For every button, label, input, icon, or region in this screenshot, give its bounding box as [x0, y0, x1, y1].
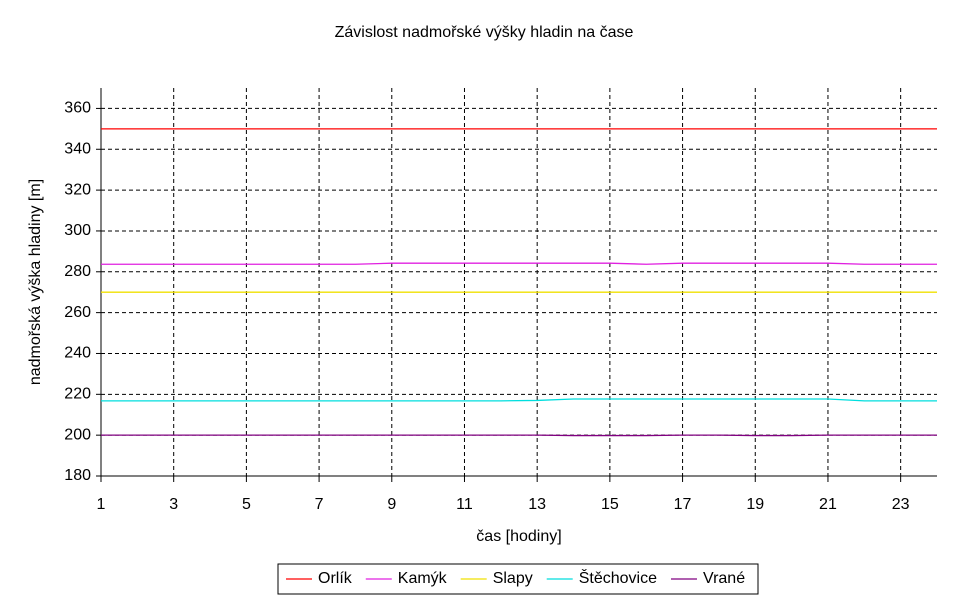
x-tick-label: 13 — [528, 496, 546, 513]
y-tick-label: 240 — [64, 345, 91, 362]
series-line — [101, 262, 937, 265]
y-axis-label: nadmořská výška hladiny [m] — [27, 179, 44, 385]
legend-label: Orlík — [318, 570, 353, 587]
legend-label: Kamýk — [398, 570, 448, 587]
legend-label: Slapy — [493, 570, 533, 587]
legend-label: Štěchovice — [579, 568, 657, 587]
y-tick-label: 360 — [64, 100, 91, 117]
x-tick-label: 5 — [242, 496, 251, 513]
y-tick-label: 280 — [64, 263, 91, 280]
x-tick-label: 3 — [169, 496, 178, 513]
x-tick-label: 1 — [97, 496, 106, 513]
legend-label: Vrané — [703, 570, 745, 587]
series-line — [101, 398, 937, 402]
x-tick-label: 11 — [456, 496, 473, 513]
x-tick-label: 15 — [601, 496, 619, 513]
y-tick-label: 260 — [64, 304, 91, 321]
x-axis-label: čas [hodiny] — [476, 528, 561, 545]
y-tick-label: 180 — [64, 467, 91, 484]
chart-title: Závislost nadmořské výšky hladin na čase — [335, 24, 634, 41]
x-tick-label: 19 — [746, 496, 764, 513]
y-tick-label: 220 — [64, 386, 91, 403]
y-tick-label: 340 — [64, 140, 91, 157]
x-tick-label: 9 — [387, 496, 396, 513]
x-tick-label: 21 — [819, 496, 837, 513]
y-tick-label: 200 — [64, 426, 91, 443]
x-tick-label: 7 — [315, 496, 324, 513]
y-tick-label: 320 — [64, 181, 91, 198]
y-tick-label: 300 — [64, 222, 91, 239]
x-tick-label: 23 — [892, 496, 910, 513]
x-tick-label: 17 — [674, 496, 692, 513]
